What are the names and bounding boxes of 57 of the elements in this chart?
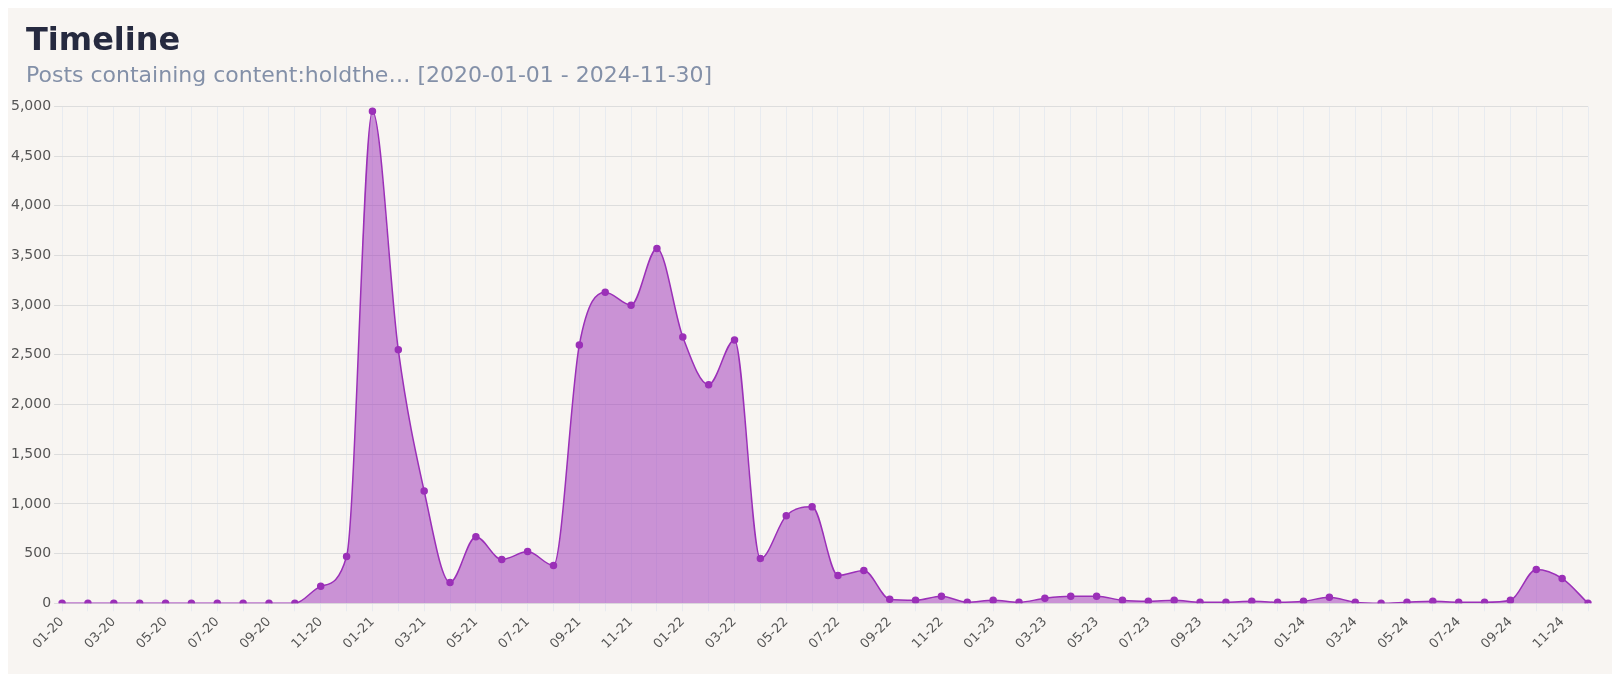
point bbox=[368, 107, 377, 116]
point bbox=[1506, 596, 1515, 604]
point bbox=[1558, 574, 1566, 583]
point bbox=[808, 503, 816, 511]
point bbox=[860, 566, 868, 575]
y-tick-label: 500 bbox=[24, 544, 52, 561]
point bbox=[498, 555, 506, 564]
point bbox=[1248, 597, 1256, 604]
y-tick-label: 2,500 bbox=[10, 345, 52, 362]
y-tick-label: 4,500 bbox=[10, 146, 52, 163]
point bbox=[1041, 594, 1049, 603]
point bbox=[1403, 598, 1411, 604]
point bbox=[1325, 593, 1334, 602]
point bbox=[446, 578, 454, 587]
y-tick-label: 3,500 bbox=[10, 246, 52, 263]
point bbox=[1092, 592, 1101, 601]
point bbox=[575, 341, 584, 349]
point bbox=[1299, 597, 1308, 604]
point bbox=[342, 552, 351, 561]
point bbox=[1196, 598, 1204, 604]
y-tick-label: 1,500 bbox=[10, 444, 52, 461]
y-tick-label: 4,000 bbox=[10, 196, 52, 213]
point bbox=[627, 301, 635, 309]
point bbox=[1015, 598, 1023, 604]
point bbox=[756, 554, 765, 563]
point bbox=[1066, 592, 1075, 601]
point bbox=[472, 532, 480, 541]
point bbox=[394, 346, 403, 354]
point bbox=[420, 487, 428, 495]
point bbox=[653, 244, 661, 253]
point bbox=[911, 596, 920, 604]
point bbox=[1222, 598, 1230, 604]
point bbox=[730, 336, 739, 344]
point bbox=[1118, 596, 1127, 604]
point bbox=[601, 288, 609, 296]
point bbox=[704, 380, 713, 389]
point bbox=[989, 596, 997, 604]
point bbox=[316, 582, 325, 591]
y-tick-label: 2,000 bbox=[10, 395, 52, 412]
y-tick-label: 0 bbox=[42, 593, 52, 610]
point bbox=[679, 333, 687, 341]
point bbox=[885, 595, 894, 604]
point bbox=[834, 571, 842, 580]
chart-subtitle: Posts containing content:holdthe… [2020-01-01 - 2024-11-30] bbox=[25, 61, 714, 87]
y-tick-label: 3,000 bbox=[10, 295, 52, 312]
y-tick-label: 5,000 bbox=[10, 97, 52, 114]
point bbox=[523, 547, 532, 556]
point bbox=[1429, 597, 1437, 604]
point bbox=[1144, 597, 1153, 604]
point bbox=[549, 561, 558, 570]
point bbox=[1170, 596, 1178, 604]
chart-title: Timeline bbox=[25, 19, 182, 58]
point bbox=[937, 592, 946, 601]
point bbox=[1351, 598, 1359, 604]
y-tick-label: 1,000 bbox=[10, 494, 52, 511]
point bbox=[1532, 565, 1541, 574]
point bbox=[782, 512, 790, 520]
